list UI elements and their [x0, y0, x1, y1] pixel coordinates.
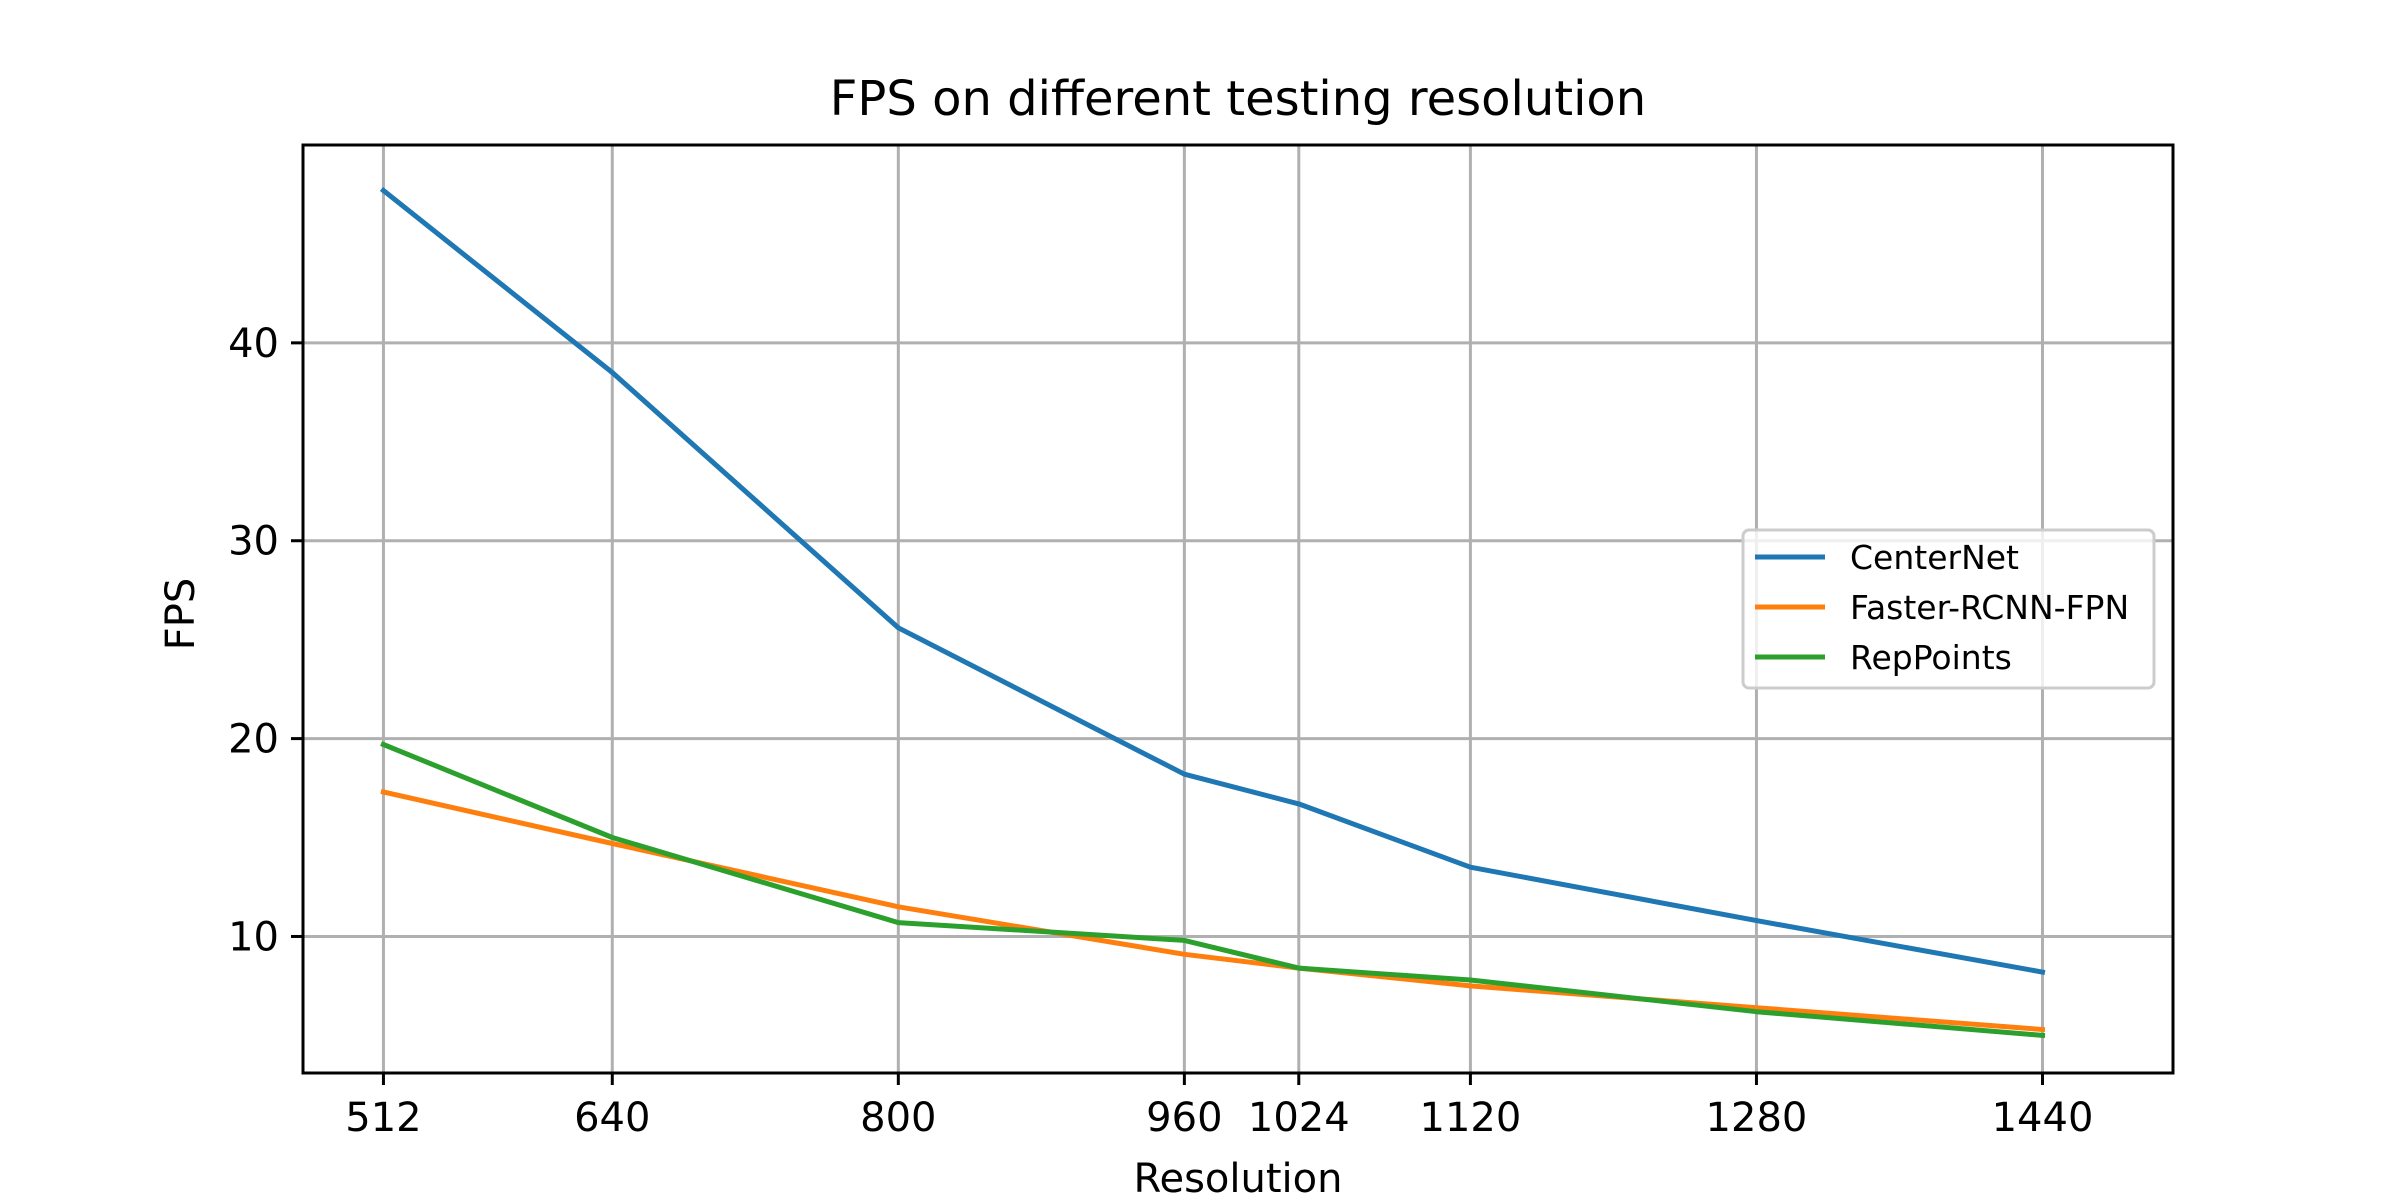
x-tick-label: 1120 [1420, 1095, 1522, 1141]
series-line-centernet [379, 186, 2046, 976]
y-tick-label: 30 [228, 519, 279, 565]
x-tick-label: 800 [860, 1095, 936, 1141]
legend-label-reppoints: RepPoints [1850, 638, 2012, 677]
legend-label-centernet: CenterNet [1850, 538, 2019, 577]
x-tick-label: 640 [574, 1095, 650, 1141]
plot-frame [301, 143, 2175, 1075]
legend-box [1741, 528, 2156, 690]
x-tick-label: 1440 [1992, 1095, 2094, 1141]
y-tick-label: 40 [228, 321, 279, 367]
series-line-reppoints [380, 741, 2046, 1039]
x-tick-label: 512 [345, 1095, 421, 1141]
y-tick-label: 10 [228, 914, 279, 960]
y-tick-label: 20 [228, 717, 279, 763]
legend-label-faster-rcnn-fpn: Faster-RCNN-FPN [1850, 588, 2129, 627]
x-tick-label: 1024 [1248, 1095, 1350, 1141]
x-axis-label: Resolution [1133, 1156, 1342, 1200]
x-tick-label: 960 [1146, 1095, 1222, 1141]
x-tick-label: 1280 [1706, 1095, 1808, 1141]
legend: CenterNet Faster-RCNN-FPN RepPoints [1741, 528, 2156, 690]
y-axis-label: FPS [158, 578, 204, 651]
grid-layer [303, 145, 2173, 1073]
series-line-faster-rcnn-fpn [380, 789, 2046, 1033]
tick-layer: 512 640 800 960 1024 1120 1280 1440 10 20 30 40 [228, 321, 2093, 1141]
chart-title: FPS on different testing resolution [830, 71, 1646, 127]
series-layer [379, 186, 2046, 1039]
